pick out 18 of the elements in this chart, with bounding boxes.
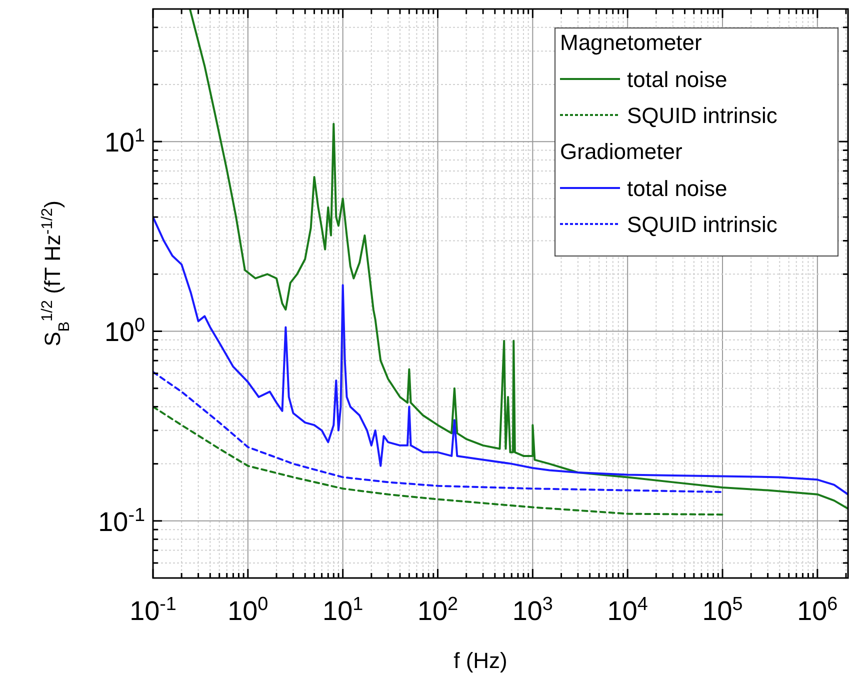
legend-label: total noise [627, 67, 728, 92]
annotation: Magnetometer [560, 30, 702, 55]
x-tick-label: 10$^{4}$ [607, 594, 648, 626]
x-tick-label: 10$^{1}$ [322, 594, 364, 626]
legend-label: SQUID intrinsic [627, 212, 778, 237]
y-tick-label: 10$^{-1}$ [98, 504, 145, 537]
x-tick-label: 10$^{5}$ [702, 594, 743, 626]
y-tick-label: 10$^{0}$ [104, 314, 145, 348]
annotation: Gradiometer [560, 139, 682, 164]
x-tick-label: 10$^{6}$ [797, 594, 838, 626]
y-tick-label: 10$^{1}$ [104, 125, 145, 158]
x-tick-label: 10$^{0}$ [228, 594, 268, 626]
x-tick-label: 10$^{3}$ [512, 594, 553, 626]
legend-label: SQUID intrinsic [627, 103, 778, 128]
x-tick-label: 10$^{-1}$ [130, 594, 176, 626]
x-axis-title: f (Hz) [454, 648, 508, 673]
x-tick-label: 10$^{2}$ [417, 594, 458, 626]
legend-label: total noise [627, 176, 728, 201]
